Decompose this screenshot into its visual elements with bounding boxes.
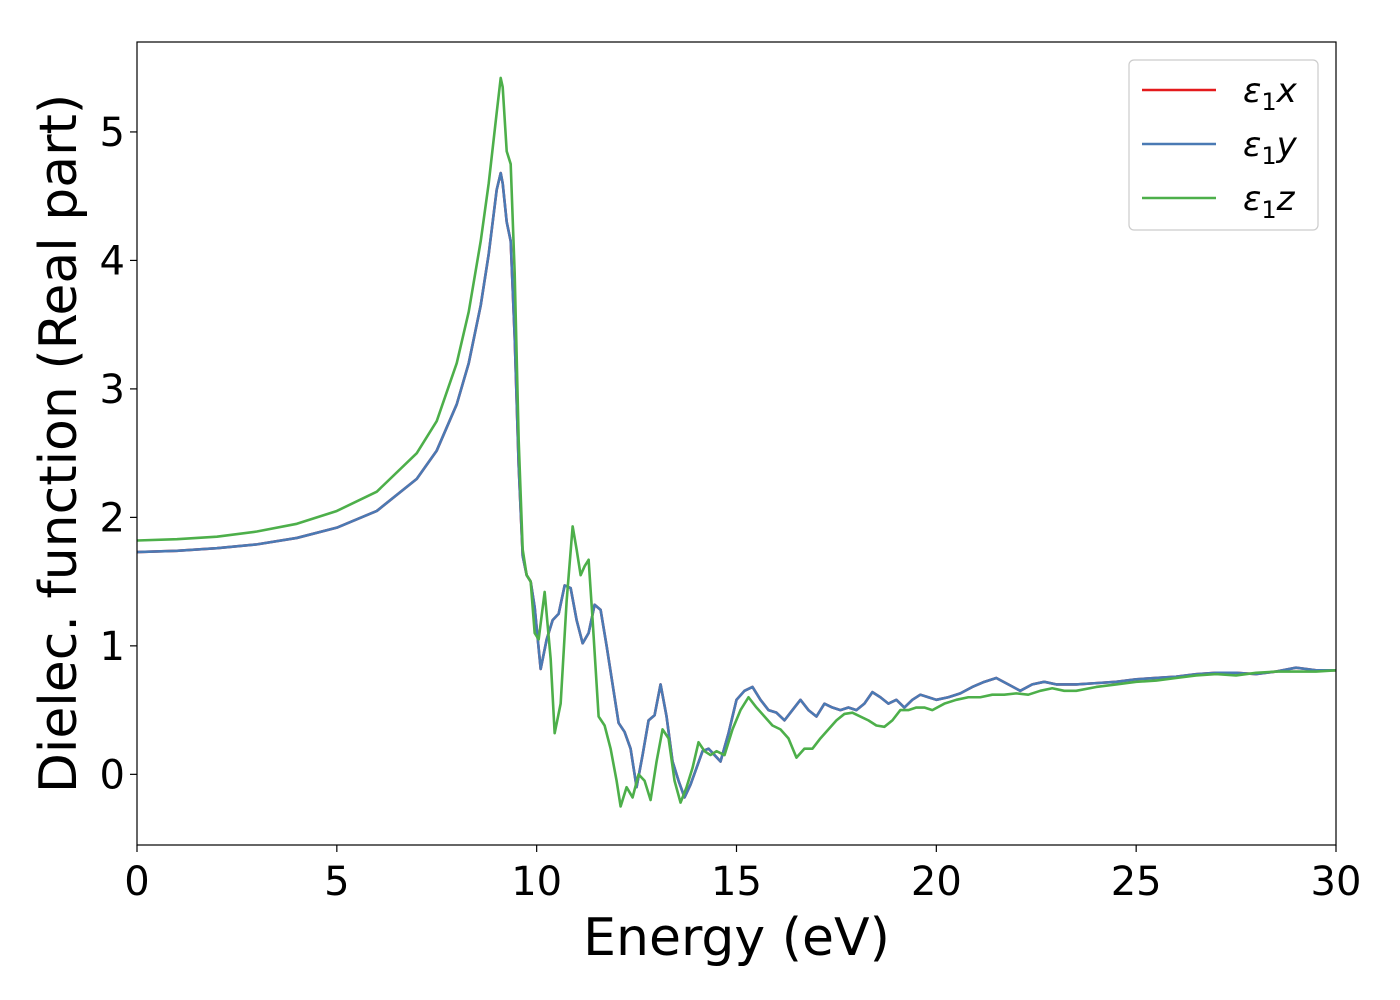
legend-label-z: ε1z [1243,179,1296,224]
x-tick-label: 10 [511,859,562,905]
x-tick-label: 0 [124,859,149,905]
y-tick-label: 4 [100,238,125,284]
legend-label-y: ε1y [1243,125,1298,170]
y-tick-label: 3 [100,367,125,413]
series-layer [137,76,1336,808]
legend-symbol: ε [1243,179,1261,219]
series-line-y [137,171,1336,799]
x-tick-label: 20 [911,859,962,905]
x-axis-label: Energy (eV) [583,908,890,968]
y-tick-label: 0 [100,752,125,798]
legend-label-x: ε1x [1243,71,1298,116]
legend-subscript: 1 [1261,196,1276,224]
series-line-z [137,76,1336,808]
x-tick-label: 30 [1311,859,1362,905]
x-tick-label: 15 [711,859,762,905]
legend-subscript: 1 [1261,88,1276,116]
legend-variable: x [1276,71,1298,111]
y-tick-label: 1 [100,624,125,670]
legend-variable: y [1276,125,1298,165]
x-tick-label: 5 [324,859,349,905]
legend-symbol: ε [1243,71,1261,111]
tick-layer: 0 5 10 15 20 25 30 0 1 2 3 4 5 [100,110,1362,905]
x-tick-label: 25 [1111,859,1162,905]
legend-symbol: ε [1243,125,1261,165]
legend-box [1128,59,1319,231]
legend-variable: z [1276,179,1296,219]
y-tick-label: 5 [100,110,125,156]
legend-subscript: 1 [1261,142,1276,170]
y-tick-label: 2 [100,495,125,541]
y-axis-label: Dielec. function (Real part) [29,94,89,793]
